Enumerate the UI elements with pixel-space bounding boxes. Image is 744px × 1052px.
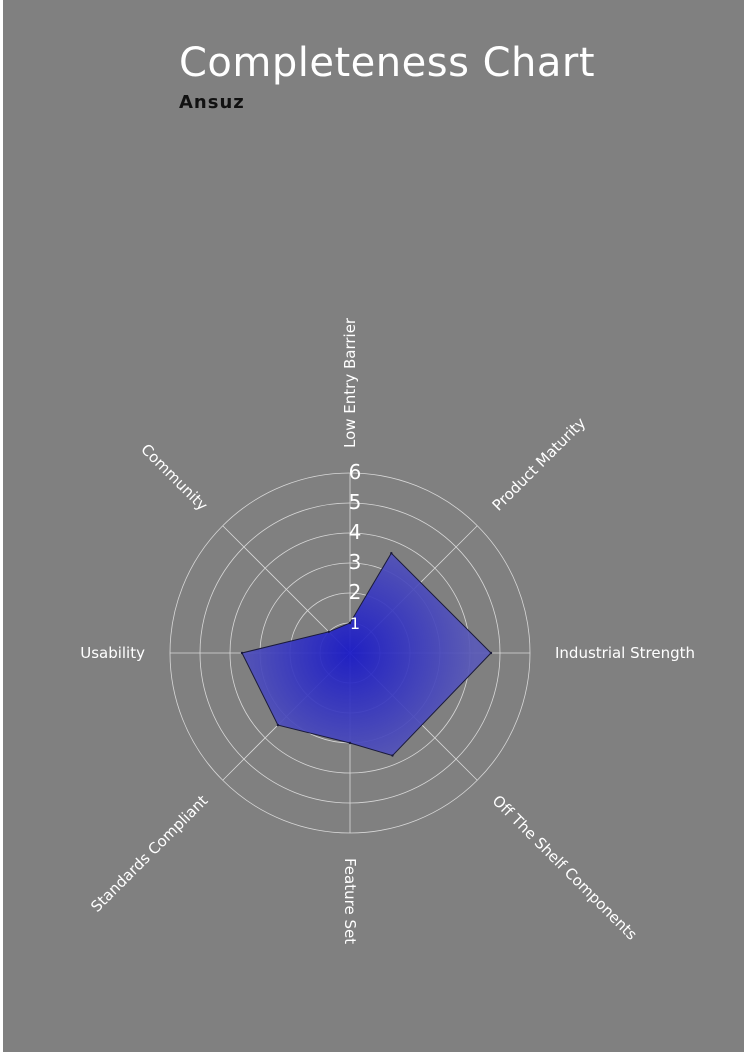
data-point-4: [391, 754, 394, 757]
axis-label-5: Feature Set: [341, 858, 359, 944]
tick-label-4: 4: [349, 520, 362, 544]
data-point-1: [348, 621, 352, 625]
axis-label-2: Product Maturity: [489, 414, 590, 515]
data-point-8: [327, 630, 330, 633]
data-point-3: [489, 651, 493, 655]
tick-label-2: 2: [349, 580, 362, 604]
chart-subtitle: Ansuz: [179, 92, 245, 113]
data-point-6: [276, 723, 280, 727]
radial-tick-labels: 1 2 3 4 5 6: [349, 460, 362, 633]
axis-label-7: Usability: [80, 644, 145, 662]
chart-title: Completeness Chart: [179, 40, 596, 86]
radar-series-layer: [240, 552, 493, 757]
tick-label-6: 6: [349, 460, 362, 484]
data-point-5: [348, 741, 352, 745]
data-point-7: [240, 651, 244, 655]
axis-label-6: Standards Compliant: [87, 791, 211, 915]
data-point-2: [390, 552, 393, 555]
tick-label-3: 3: [349, 550, 362, 574]
axis-label-3: Industrial Strength: [555, 644, 695, 662]
axis-label-1: Low Entry Barrier: [341, 317, 359, 448]
axis-label-4: Off The Shelf Components: [489, 792, 641, 944]
axis-label-8: Community: [137, 440, 211, 514]
series-area-1: [241, 552, 492, 757]
chart-page: Completeness Chart Ansuz: [3, 0, 744, 1052]
tick-label-5: 5: [349, 490, 362, 514]
tick-label-1: 1: [350, 614, 360, 633]
